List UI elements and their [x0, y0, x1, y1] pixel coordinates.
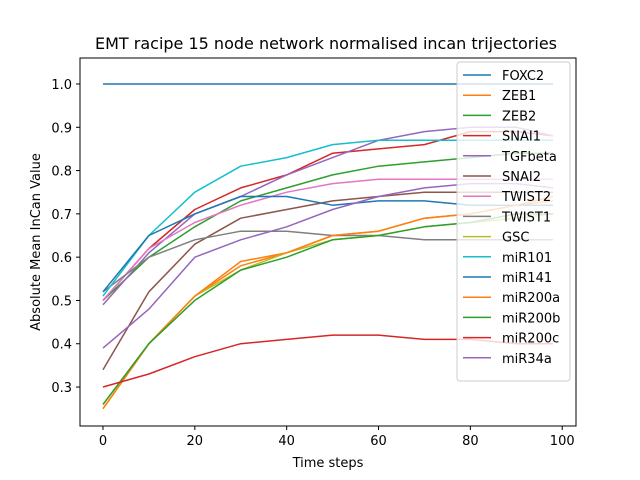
x-tick-label: 100 [550, 434, 575, 449]
legend-label: ZEB2 [502, 109, 536, 124]
y-tick-label: 1.0 [51, 78, 72, 93]
legend-label: GSC [502, 231, 529, 246]
y-tick-label: 0.3 [51, 381, 72, 396]
legend-label: TGFbeta [501, 150, 557, 165]
x-tick-label: 20 [187, 434, 204, 449]
plot-frame [79, 57, 577, 427]
x-axis: 0 20 40 60 80 100 [99, 426, 575, 449]
legend-label: SNAI2 [502, 170, 541, 185]
legend-label: miR101 [502, 251, 552, 266]
legend-label: miR200a [502, 291, 560, 306]
x-tick-label: 60 [370, 434, 387, 449]
y-tick-label: 0.8 [51, 165, 72, 180]
legend-label: miR200b [502, 311, 560, 326]
x-axis-label: Time steps [292, 456, 364, 471]
legend-label: TWIST1 [501, 210, 551, 225]
legend-label: SNAI1 [502, 130, 541, 145]
legend-label: miR141 [502, 271, 552, 286]
y-tick-label: 0.7 [51, 208, 72, 223]
y-axis: 0.3 0.4 0.5 0.6 0.7 0.8 0.9 1.0 [51, 78, 80, 396]
x-tick-label: 80 [462, 434, 479, 449]
legend-label: TWIST2 [501, 190, 551, 205]
legend-label: ZEB1 [502, 89, 536, 104]
x-tick-label: 0 [99, 434, 107, 449]
y-tick-label: 0.4 [51, 338, 72, 353]
legend-label: miR34a [502, 352, 552, 367]
y-tick-label: 0.5 [51, 294, 72, 309]
y-axis-label: Absolute Mean InCan Value [29, 153, 44, 331]
legend-label: miR200c [502, 332, 559, 347]
chart-title: EMT racipe 15 node network normalised in… [95, 34, 557, 53]
legend: FOXC2 ZEB1 ZEB2 SNAI1 TGFbeta SNAI2 TWIST2 TWIS… [456, 61, 571, 382]
x-tick-label: 40 [278, 434, 295, 449]
legend-label: FOXC2 [502, 69, 544, 84]
y-tick-label: 0.9 [51, 121, 72, 136]
y-tick-label: 0.6 [51, 251, 72, 266]
legend-box [456, 61, 571, 382]
